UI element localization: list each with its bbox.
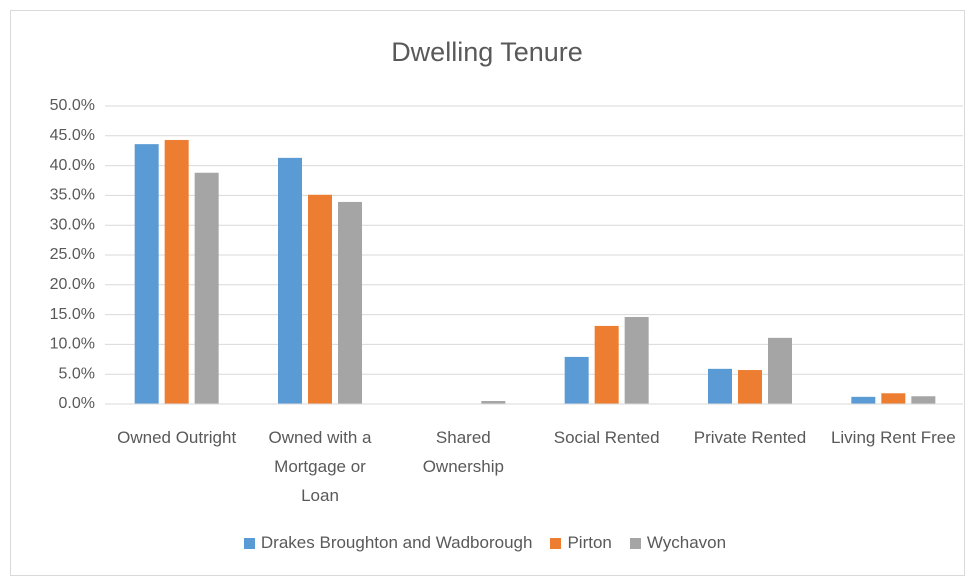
bar [308,194,332,404]
bar [134,144,159,405]
legend-label: Drakes Broughton and Wadborough [260,533,533,552]
bar [768,337,792,404]
y-tick-label: 20.0% [50,276,95,293]
bar [881,393,906,404]
y-tick-label: 5.0% [59,365,95,382]
y-tick-label: 35.0% [50,187,95,204]
x-tick-label: Living Rent Free [830,428,956,447]
y-tick-label: 45.0% [50,127,95,144]
legend-swatch [629,537,641,549]
x-tick-label: Owned Outright [117,428,237,447]
bar [278,157,302,404]
legend-label: Wychavon [646,533,727,552]
x-tick-label: Owned with a Mortgage or Loan [268,428,372,505]
bar [481,401,506,404]
bar [708,368,732,404]
bar [911,396,936,404]
bar [164,139,189,405]
bar [594,325,619,404]
bar [194,172,219,404]
legend-swatch [243,537,255,549]
y-tick-label: 0.0% [59,395,95,412]
bar [851,396,876,404]
legend-item: Wychavon [629,533,727,553]
y-tick-label: 15.0% [50,306,95,323]
chart-title: Dwelling Tenure [391,37,583,67]
bar [624,316,649,404]
y-tick-label: 30.0% [50,216,95,233]
legend-label: Pirton [567,533,612,552]
y-tick-label: 25.0% [50,246,95,263]
legend: Drakes Broughton and Wadborough Pirton Wyc… [0,533,970,553]
x-tick-label: Private Rented [693,428,807,447]
bar [738,370,762,404]
y-tick-label: 50.0% [50,97,95,114]
legend-item: Drakes Broughton and Wadborough [243,533,533,553]
x-tick-label: Shared Ownership [422,428,504,476]
legend-swatch [550,537,562,549]
y-tick-label: 10.0% [50,336,95,353]
x-tick-label: Social Rented [553,428,660,447]
legend-item: Pirton [550,533,612,553]
bar [564,356,589,404]
y-tick-label: 40.0% [50,157,95,174]
bar [338,201,362,404]
